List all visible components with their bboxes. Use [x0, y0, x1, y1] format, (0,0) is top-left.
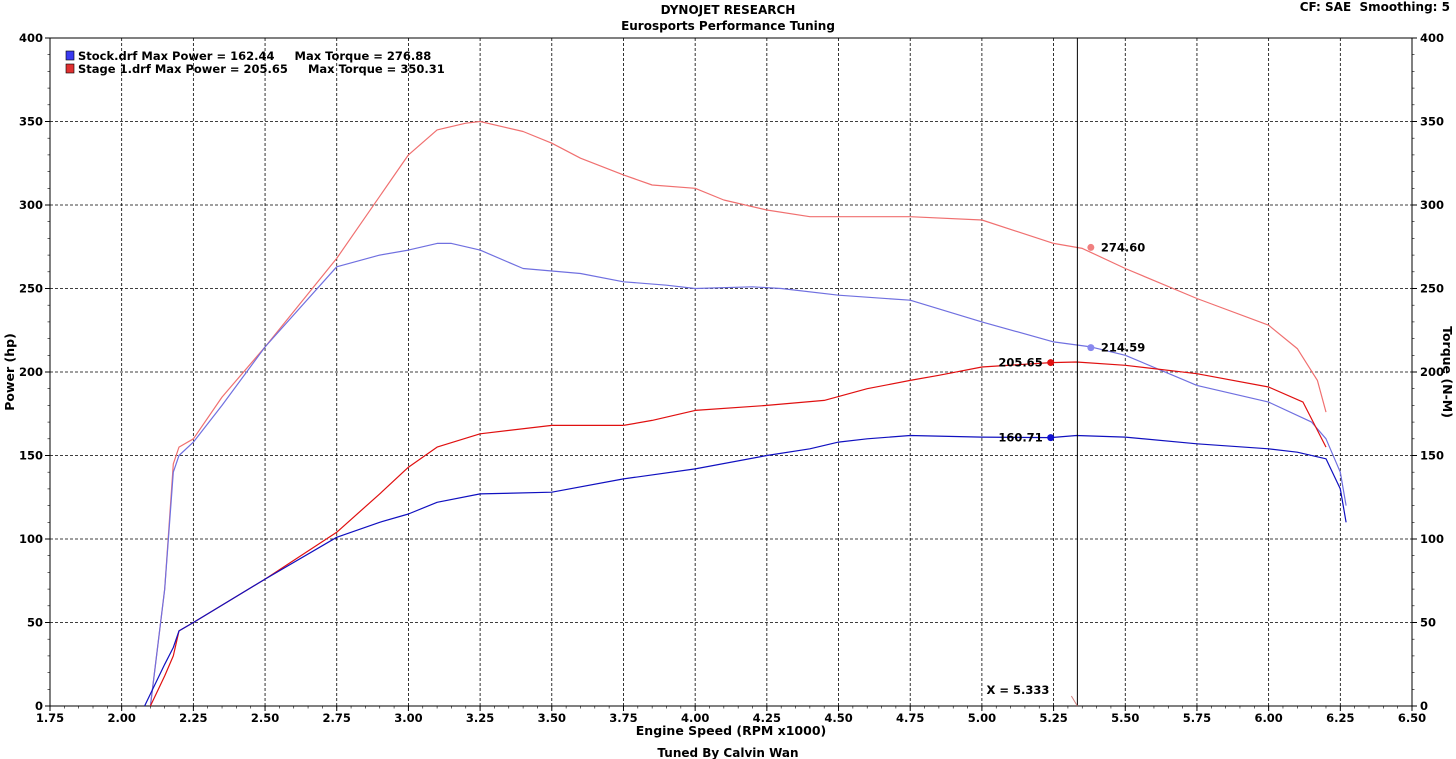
x-axis-label: Engine Speed (RPM x1000) [636, 723, 826, 738]
cursor-layer: X = 5.333 274.60 214.59 205.65 160.71 [986, 38, 1145, 707]
cursor-readout-0: 274.60 [1101, 240, 1145, 254]
legend-swatch-stage1 [65, 63, 75, 74]
cursor-pointer [1070, 695, 1078, 707]
x-tick-label: 4.00 [681, 711, 709, 725]
x-tick-label: 3.75 [609, 711, 637, 725]
x-tick-label: 3.00 [394, 711, 422, 725]
x-tick-label: 5.00 [968, 711, 996, 725]
cursor-marker [1087, 344, 1095, 352]
cursor-label: X = 5.333 [986, 683, 1049, 697]
y2-axis-label: Torque (N-M) [1440, 326, 1455, 418]
y2-tick-label: 0 [1420, 699, 1428, 713]
y-tick-label: 150 [19, 449, 43, 463]
y-tick-label: 200 [19, 365, 43, 379]
series-line-1 [149, 242, 1347, 707]
y2-tick-label: 300 [1420, 198, 1444, 212]
y2-tick-label: 400 [1420, 31, 1444, 45]
y2-tick-label: 150 [1420, 449, 1444, 463]
y2-tick-label: 50 [1420, 616, 1436, 630]
x-tick-label: 6.50 [1398, 711, 1426, 725]
legend-swatch-stock [65, 50, 75, 61]
y-tick-label: 250 [19, 282, 43, 296]
cursor-marker [1047, 359, 1055, 367]
legend: Stock.drf Max Power = 162.44 Max Torque … [65, 49, 445, 76]
cursor-readout-1: 214.59 [1101, 341, 1145, 355]
y2-tick-label: 200 [1420, 365, 1444, 379]
x-tick-label: 1.75 [36, 711, 64, 725]
x-tick-label: 5.75 [1183, 711, 1211, 725]
x-tick-label: 5.25 [1039, 711, 1067, 725]
x-tick-label: 4.50 [824, 711, 852, 725]
x-tick-label: 2.00 [107, 711, 135, 725]
chart-title: DYNOJET RESEARCH [661, 3, 796, 17]
y-tick-label: 350 [19, 115, 43, 129]
x-tick-label: 4.75 [896, 711, 924, 725]
x-tick-label: 5.50 [1111, 711, 1139, 725]
grid [50, 38, 1412, 706]
y-tick-label: 100 [19, 532, 43, 546]
footer-credit: Tuned By Calvin Wan [657, 746, 798, 759]
chart-subtitle: Eurosports Performance Tuning [621, 19, 835, 33]
legend-text-stock: Stock.drf Max Power = 162.44 Max Torque … [78, 49, 431, 63]
y-tick-label: 50 [27, 616, 43, 630]
series-line-3 [144, 434, 1347, 707]
y2-tick-label: 100 [1420, 532, 1444, 546]
legend-text-stage1: Stage 1.drf Max Power = 205.65 Max Torqu… [78, 62, 445, 76]
x-tick-label: 3.50 [538, 711, 566, 725]
cursor-readout-2: 205.65 [998, 356, 1042, 370]
x-tick-label: 2.50 [251, 711, 279, 725]
y-tick-label: 0 [35, 699, 43, 713]
series-line-0 [149, 120, 1327, 707]
y2-tick-label: 250 [1420, 282, 1444, 296]
y-axis-label: Power (hp) [2, 333, 17, 411]
y2-tick-label: 350 [1420, 115, 1444, 129]
cursor-readout-3: 160.71 [998, 431, 1042, 445]
x-tick-label: 6.25 [1326, 711, 1354, 725]
cursor-marker [1047, 434, 1055, 442]
x-tick-label: 3.25 [466, 711, 494, 725]
y-tick-label: 300 [19, 198, 43, 212]
x-tick-label: 2.25 [179, 711, 207, 725]
x-tick-label: 4.25 [753, 711, 781, 725]
series-layer [144, 120, 1347, 707]
corrections-info: CF: SAE Smoothing: 5 [1300, 0, 1450, 14]
y-tick-label: 400 [19, 31, 43, 45]
x-tick-label: 6.00 [1254, 711, 1282, 725]
x-tick-label: 2.75 [323, 711, 351, 725]
cursor-marker [1087, 243, 1095, 251]
axes: 1.75 2.00 2.25 2.50 2.75 3.00 3.25 3.50 3.75 4.00… [2, 31, 1455, 738]
